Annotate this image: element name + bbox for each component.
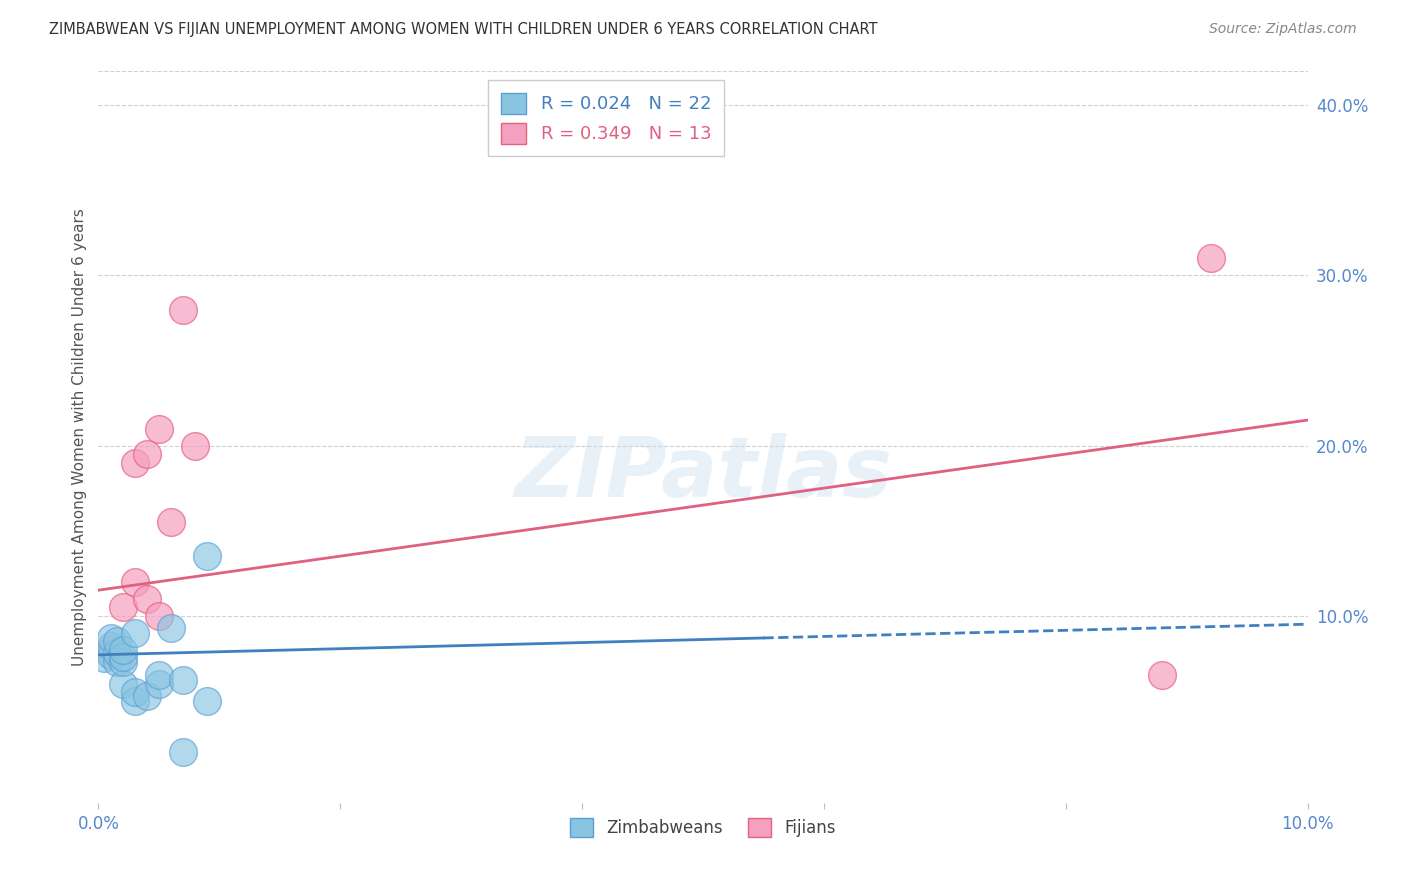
Point: [100, 631, 122, 645]
Point: [135, 689, 157, 703]
Text: Source: ZipAtlas.com: Source: ZipAtlas.com: [1209, 22, 1357, 37]
Point: [124, 685, 146, 699]
Point: [148, 668, 170, 682]
Point: [160, 515, 183, 529]
Legend: Zimbabweans, Fijians: Zimbabweans, Fijians: [561, 810, 845, 846]
Point: [100, 640, 122, 654]
Point: [148, 608, 170, 623]
Point: [148, 421, 170, 435]
Point: [111, 600, 134, 615]
Point: [105, 646, 128, 660]
Point: [172, 302, 194, 317]
Point: [105, 634, 128, 648]
Y-axis label: Unemployment Among Women with Children Under 6 years: Unemployment Among Women with Children U…: [72, 208, 87, 666]
Point: [100, 642, 122, 657]
Point: [100, 648, 122, 662]
Point: [124, 625, 146, 640]
Point: [111, 649, 134, 664]
Point: [111, 677, 134, 691]
Text: ZIPatlas: ZIPatlas: [515, 434, 891, 514]
Point: [93, 651, 115, 665]
Point: [195, 694, 218, 708]
Point: [105, 655, 128, 669]
Point: [111, 655, 134, 669]
Point: [124, 456, 146, 470]
Point: [135, 447, 157, 461]
Point: [135, 591, 157, 606]
Point: [172, 745, 194, 759]
Point: [1199, 252, 1222, 266]
Point: [160, 621, 183, 635]
Point: [1152, 668, 1174, 682]
Point: [111, 642, 134, 657]
Point: [172, 673, 194, 688]
Text: ZIMBABWEAN VS FIJIAN UNEMPLOYMENT AMONG WOMEN WITH CHILDREN UNDER 6 YEARS CORREL: ZIMBABWEAN VS FIJIAN UNEMPLOYMENT AMONG …: [49, 22, 877, 37]
Point: [195, 549, 218, 563]
Point: [148, 677, 170, 691]
Point: [184, 439, 207, 453]
Point: [124, 694, 146, 708]
Point: [124, 574, 146, 589]
